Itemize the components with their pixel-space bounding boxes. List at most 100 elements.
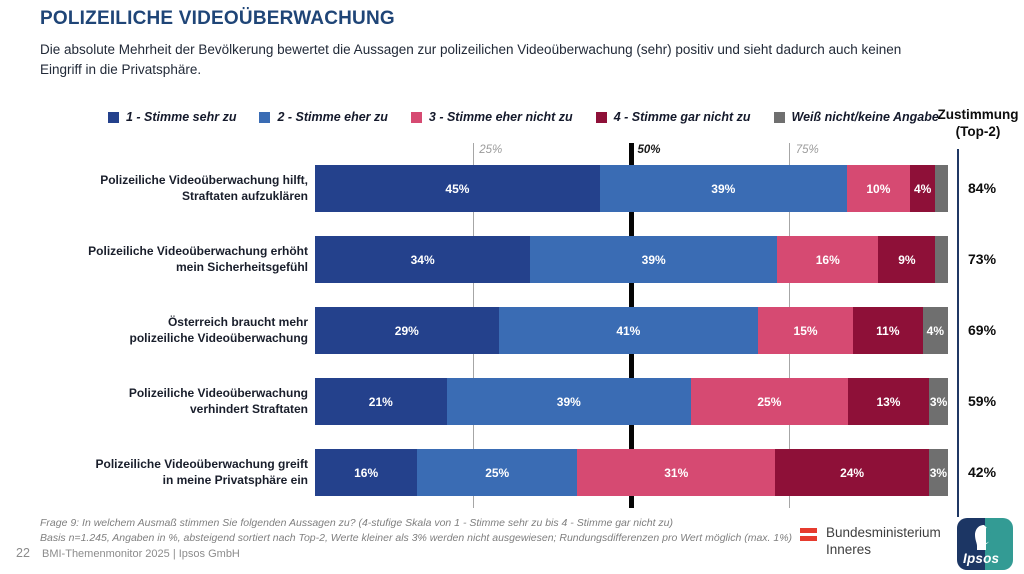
bar-segment-value: 16% xyxy=(354,465,379,480)
austria-flag-icon xyxy=(800,528,817,541)
top2-value: 73% xyxy=(968,251,997,267)
stacked-bar: 21% 39% 25% 13% 3% xyxy=(315,378,948,425)
top2-column-header: Zustimmung (Top-2) xyxy=(934,106,1022,140)
stacked-bar-chart: 25% 50% 75% Polizeiliche Videoüberwachung … xyxy=(0,143,1024,517)
page-title: POLIZEILICHE VIDEOÜBERWACHUNG xyxy=(40,8,395,29)
row-label-line: Polizeiliche Videoüberwachung xyxy=(128,386,308,400)
tick-label-25: 25% xyxy=(479,144,503,156)
bar-segment xyxy=(935,165,948,212)
ipsos-logo-text: Ipsos xyxy=(963,551,1000,566)
profile-silhouette-icon xyxy=(975,525,991,550)
ipsos-logo: Ipsos xyxy=(957,518,1013,570)
legend-item-label: Weiß nicht/keine Angabe xyxy=(791,110,939,124)
footnote: Frage 9: In welchem Ausmaß stimmen Sie f… xyxy=(40,516,800,546)
row-label: Polizeiliche Videoüberwachung verhindert … xyxy=(0,378,308,425)
legend-item-label: 4 - Stimme gar nicht zu xyxy=(613,110,751,124)
bar-segment xyxy=(935,236,948,283)
top2-header-line-1: Zustimmung xyxy=(937,107,1019,122)
tick-label-50: 50% xyxy=(637,144,661,156)
bar-segment-value: 29% xyxy=(394,323,419,338)
bar-segment-value: 15% xyxy=(793,323,818,338)
row-label-line: Straftaten aufzuklären xyxy=(181,188,308,203)
row-label: Polizeiliche Videoüberwachung hilft, Stra… xyxy=(0,165,308,212)
bar-segment-value: 21% xyxy=(368,394,393,409)
bar-segment-value: 31% xyxy=(664,465,689,480)
legend-item: 4 - Stimme gar nicht zu xyxy=(595,110,751,124)
row-label-line: Österreich braucht mehr xyxy=(167,315,308,329)
bar-segment: 39% xyxy=(599,165,847,212)
subtitle-line-1: Die absolute Mehrheit der Bevölkerung be… xyxy=(40,42,902,57)
bar-segment-value: 39% xyxy=(556,394,581,409)
row-label-line: verhindert Straftaten xyxy=(189,401,308,416)
bmi-text-line-1: Bundesministerium xyxy=(826,525,941,540)
stacked-bar: 45% 39% 10% 4% xyxy=(315,165,948,212)
bar-segment: 3% xyxy=(929,378,948,425)
bar-segment-value: 45% xyxy=(445,181,470,196)
legend-item-label: 1 - Stimme sehr zu xyxy=(126,110,237,124)
legend-swatch-icon xyxy=(259,111,271,123)
bar-segment: 9% xyxy=(878,236,936,283)
footnote-line-2: Basis n=1.245, Angaben in %, absteigend … xyxy=(40,532,793,544)
bmi-logo-text: Bundesministerium Inneres xyxy=(826,524,941,558)
legend-item-label: 2 - Stimme eher zu xyxy=(277,110,388,124)
bar-segment: 15% xyxy=(758,307,854,354)
subtitle-line-2: Eingriff in die Privatsphäre. xyxy=(40,62,202,77)
bar-segment: 25% xyxy=(417,449,578,496)
bar-segment-value: 4% xyxy=(914,181,932,196)
bar-segment: 31% xyxy=(577,449,776,496)
row-label: Polizeiliche Videoüberwachung erhöht mein… xyxy=(0,236,308,283)
legend-swatch-icon xyxy=(108,111,119,123)
row-label-line: Polizeiliche Videoüberwachung hilft, xyxy=(100,173,308,187)
chart-row: Österreich braucht mehr polizeiliche Vide… xyxy=(0,307,1024,354)
page-number: 22 xyxy=(16,546,30,560)
chart-row: Polizeiliche Videoüberwachung verhindert … xyxy=(0,378,1024,425)
top2-value: 42% xyxy=(968,464,997,480)
bar-segment: 13% xyxy=(847,378,930,425)
bmi-logo: Bundesministerium Inneres xyxy=(800,524,941,558)
row-label: Polizeiliche Videoüberwachung greift in m… xyxy=(0,449,308,496)
bar-segment-value: 25% xyxy=(485,465,510,480)
bar-segment-value: 41% xyxy=(616,323,641,338)
bar-segment: 25% xyxy=(691,378,848,425)
bar-segment-value: 9% xyxy=(898,252,916,267)
legend-swatch-icon xyxy=(773,111,785,123)
legend-item-label: 3 - Stimme eher nicht zu xyxy=(428,110,573,124)
row-label: Österreich braucht mehr polizeiliche Vide… xyxy=(0,307,308,354)
top2-header-line-2: (Top-2) xyxy=(955,124,1001,139)
bmi-text-line-2: Inneres xyxy=(826,542,872,557)
top2-value: 59% xyxy=(968,393,997,409)
bar-segment-value: 11% xyxy=(876,323,900,338)
bar-segment: 29% xyxy=(315,307,499,354)
bar-segment-value: 10% xyxy=(866,181,891,196)
legend-item: 3 - Stimme eher nicht zu xyxy=(410,110,573,124)
bar-segment: 16% xyxy=(315,449,418,496)
row-label-line: Polizeiliche Videoüberwachung erhöht xyxy=(88,244,308,258)
bar-segment: 4% xyxy=(922,307,948,354)
bar-segment-value: 13% xyxy=(876,394,901,409)
source-line: BMI-Themenmonitor 2025 | Ipsos GmbH xyxy=(42,548,240,560)
subtitle: Die absolute Mehrheit der Bevölkerung be… xyxy=(40,40,990,80)
stacked-bar: 29% 41% 15% 11% 4% xyxy=(315,307,948,354)
bar-segment: 24% xyxy=(775,449,929,496)
bar-segment-value: 25% xyxy=(757,394,782,409)
bar-segment: 39% xyxy=(530,236,778,283)
top2-separator-line xyxy=(957,149,959,517)
stacked-bar: 16% 25% 31% 24% 3% xyxy=(315,449,948,496)
row-label-line: mein Sicherheitsgefühl xyxy=(175,259,308,274)
top2-value: 69% xyxy=(968,322,997,338)
chart-row: Polizeiliche Videoüberwachung greift in m… xyxy=(0,449,1024,496)
legend-item: Weiß nicht/keine Angabe xyxy=(773,110,939,124)
bar-segment: 4% xyxy=(910,165,936,212)
ipsos-logo-teal-half xyxy=(985,518,1013,570)
bar-segment: 21% xyxy=(315,378,447,425)
legend-item: 2 - Stimme eher zu xyxy=(259,110,388,124)
bar-segment: 41% xyxy=(498,307,759,354)
legend: 1 - Stimme sehr zu 2 - Stimme eher zu 3 - … xyxy=(108,110,939,124)
bar-segment-value: 3% xyxy=(929,465,948,480)
bar-segment-value: 24% xyxy=(840,465,865,480)
top2-value: 84% xyxy=(968,180,997,196)
row-label-line: polizeiliche Videoüberwachung xyxy=(129,330,308,345)
chart-row: Polizeiliche Videoüberwachung hilft, Stra… xyxy=(0,165,1024,212)
footnote-line-1: Frage 9: In welchem Ausmaß stimmen Sie f… xyxy=(40,517,673,529)
